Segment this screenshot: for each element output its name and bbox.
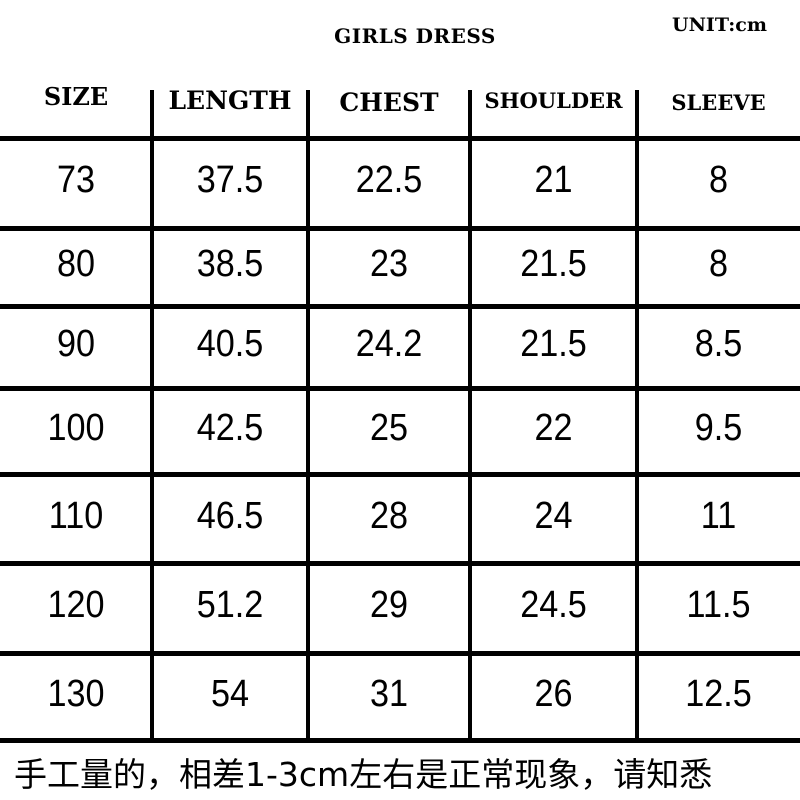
column-header: SIZE xyxy=(43,82,109,111)
table-cell: 8 xyxy=(708,243,729,285)
table-cell: 23 xyxy=(369,243,409,285)
column-divider xyxy=(150,90,154,742)
table-cell: 40.5 xyxy=(196,323,264,365)
column-header: SHOULDER xyxy=(484,88,623,113)
unit-label: UNIT:cm xyxy=(672,14,767,36)
table-cell: 80 xyxy=(56,243,96,285)
table-cell: 31 xyxy=(369,672,409,715)
row-divider xyxy=(0,651,800,656)
row-divider xyxy=(0,226,800,231)
table-cell: 11 xyxy=(700,494,737,537)
table-cell: 100 xyxy=(47,407,105,449)
table-cell: 21.5 xyxy=(520,323,587,365)
table-cell: 120 xyxy=(47,584,105,626)
table-cell: 8 xyxy=(708,159,729,201)
table-cell: 26 xyxy=(534,672,573,715)
column-header: CHEST xyxy=(339,88,439,117)
table-cell: 29 xyxy=(369,584,409,626)
column-divider xyxy=(468,90,472,742)
table-cell: 54 xyxy=(210,672,250,715)
table-cell: 22 xyxy=(534,407,573,449)
table-cell: 22.5 xyxy=(355,159,423,201)
column-header: LENGTH xyxy=(168,86,292,115)
table-cell: 28 xyxy=(369,494,409,537)
table-cell: 42.5 xyxy=(196,407,264,449)
table-cell: 8.5 xyxy=(694,323,743,365)
table-cell: 24 xyxy=(534,494,573,537)
table-cell: 46.5 xyxy=(196,494,264,537)
table-cell: 130 xyxy=(47,672,105,715)
table-cell: 110 xyxy=(48,494,104,537)
table-cell: 9.5 xyxy=(694,407,743,449)
row-divider xyxy=(0,472,800,477)
row-divider xyxy=(0,561,800,566)
table-cell: 37.5 xyxy=(196,159,264,201)
table-cell: 21 xyxy=(534,159,573,201)
table-cell: 51.2 xyxy=(196,584,264,626)
measurement-note: 手工量的，相差1-3cm左右是正常现象，请知悉 xyxy=(14,755,713,794)
chart-title: GIRLS DRESS xyxy=(334,24,496,48)
table-cell: 38.5 xyxy=(196,243,264,285)
table-cell: 25 xyxy=(369,407,409,449)
table-cell: 11.5 xyxy=(686,584,751,626)
column-divider xyxy=(635,90,639,742)
column-divider xyxy=(306,90,310,742)
table-cell: 24.5 xyxy=(520,584,587,626)
table-cell: 24.2 xyxy=(355,323,423,365)
table-cell: 73 xyxy=(56,159,96,201)
row-divider xyxy=(0,386,800,391)
table-cell: 21.5 xyxy=(520,243,587,285)
row-divider xyxy=(0,738,800,743)
row-divider xyxy=(0,304,800,309)
column-header: SLEEVE xyxy=(671,90,766,115)
row-divider xyxy=(0,136,800,141)
table-cell: 12.5 xyxy=(685,672,752,715)
table-cell: 90 xyxy=(56,323,96,365)
